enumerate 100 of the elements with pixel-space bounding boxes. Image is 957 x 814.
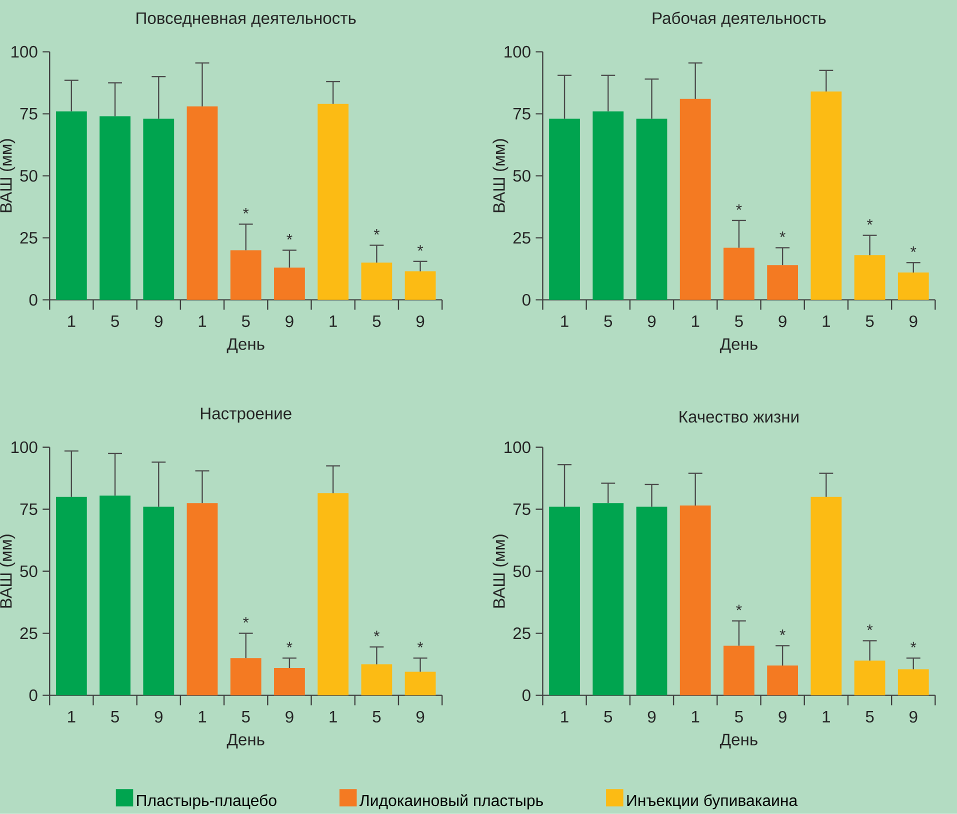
legend-label: Лидокаиновый пластырь bbox=[360, 794, 543, 810]
x-tick-label: 1 bbox=[68, 711, 76, 722]
y-axis-title: ВАШ (мм) bbox=[0, 139, 16, 212]
x-tick-label: 1 bbox=[561, 316, 568, 327]
bar bbox=[549, 506, 580, 696]
x-tick-label: 9 bbox=[416, 316, 424, 328]
x-axis-title: День bbox=[720, 734, 758, 749]
x-tick-label: 1 bbox=[68, 316, 76, 327]
bar bbox=[636, 118, 668, 300]
chart-title: Качество жизни bbox=[680, 411, 798, 423]
y-axis-title: ВАШ (мм) bbox=[0, 534, 16, 608]
y-axis-title: ВАШ (мм) bbox=[492, 534, 508, 608]
data-label: * bbox=[243, 208, 249, 214]
x-tick-label: 1 bbox=[330, 316, 337, 327]
bar bbox=[898, 272, 929, 300]
x-tick-label: 5 bbox=[242, 711, 250, 723]
bar bbox=[56, 496, 87, 696]
x-tick-label: 1 bbox=[561, 711, 568, 722]
y-tick-label: 100 bbox=[504, 46, 530, 58]
x-tick-label: 5 bbox=[242, 316, 250, 328]
x-tick-label: 5 bbox=[111, 316, 119, 328]
data-label: * bbox=[374, 630, 380, 636]
x-tick-label: 5 bbox=[111, 711, 119, 723]
bar bbox=[636, 506, 668, 696]
x-tick-label: 9 bbox=[778, 316, 786, 328]
data-label: * bbox=[780, 630, 786, 636]
x-tick-label: 9 bbox=[286, 316, 294, 328]
y-tick-label: 100 bbox=[12, 46, 38, 58]
bar bbox=[404, 672, 436, 696]
x-tick-label: 1 bbox=[198, 711, 206, 722]
x-tick-label: 9 bbox=[910, 711, 918, 723]
bar bbox=[592, 111, 624, 300]
data-label: * bbox=[910, 642, 916, 648]
bar bbox=[724, 646, 754, 696]
bar bbox=[318, 493, 349, 696]
bar bbox=[854, 255, 886, 300]
y-tick-label: 0 bbox=[29, 690, 38, 702]
bar bbox=[230, 250, 262, 300]
data-label: * bbox=[286, 234, 292, 240]
chart-title: Повседневная деятельность bbox=[136, 12, 356, 28]
x-tick-label: 9 bbox=[648, 316, 656, 328]
x-tick-label: 5 bbox=[866, 316, 874, 328]
x-axis-title: День bbox=[720, 338, 758, 354]
x-tick-label: 5 bbox=[372, 711, 381, 723]
x-tick-label: 1 bbox=[692, 316, 700, 327]
y-tick-label: 25 bbox=[20, 628, 38, 640]
x-tick-label: 1 bbox=[822, 711, 830, 722]
bar bbox=[186, 106, 218, 300]
data-label: * bbox=[866, 219, 873, 225]
data-label: * bbox=[910, 246, 916, 252]
x-tick-label: 5 bbox=[604, 316, 612, 328]
bar bbox=[680, 99, 711, 300]
bar bbox=[592, 503, 624, 696]
x-tick-label: 1 bbox=[330, 711, 337, 722]
x-axis-title: День bbox=[226, 734, 264, 749]
y-tick-label: 100 bbox=[504, 441, 530, 454]
bar bbox=[143, 118, 174, 300]
x-tick-label: 9 bbox=[778, 711, 786, 723]
bar bbox=[56, 111, 87, 300]
x-tick-label: 5 bbox=[604, 711, 612, 723]
x-axis-title: День bbox=[226, 338, 264, 354]
x-tick-label: 9 bbox=[648, 711, 656, 723]
y-tick-label: 75 bbox=[20, 504, 38, 516]
x-tick-label: 9 bbox=[416, 711, 424, 723]
x-tick-label: 5 bbox=[866, 711, 874, 723]
data-label: * bbox=[374, 229, 380, 235]
x-tick-label: 9 bbox=[910, 316, 918, 328]
bar bbox=[230, 658, 262, 696]
data-label: * bbox=[866, 624, 873, 630]
bar bbox=[854, 660, 886, 696]
legend-label: Инъекции бупивакаина bbox=[627, 794, 798, 810]
bar bbox=[274, 268, 305, 300]
y-tick-label: 50 bbox=[20, 565, 38, 578]
bar bbox=[810, 92, 842, 300]
bar bbox=[143, 506, 174, 696]
x-tick-label: 1 bbox=[822, 316, 830, 327]
y-tick-label: 0 bbox=[522, 690, 530, 702]
bar bbox=[898, 669, 929, 696]
y-tick-label: 100 bbox=[12, 441, 38, 454]
x-tick-label: 1 bbox=[692, 711, 700, 722]
x-tick-label: 5 bbox=[372, 316, 381, 328]
bar bbox=[810, 496, 842, 696]
y-axis-title: ВАШ (мм) bbox=[492, 139, 508, 212]
data-label: * bbox=[243, 617, 249, 623]
y-tick-label: 50 bbox=[20, 170, 38, 182]
y-tick-label: 25 bbox=[513, 232, 530, 244]
data-label: * bbox=[736, 204, 742, 210]
y-tick-label: 50 bbox=[513, 565, 530, 578]
data-label: * bbox=[780, 232, 786, 238]
x-tick-label: 5 bbox=[735, 316, 743, 328]
data-label: * bbox=[417, 642, 424, 648]
y-tick-label: 50 bbox=[513, 170, 530, 182]
x-tick-label: 9 bbox=[154, 711, 162, 723]
x-tick-label: 9 bbox=[154, 316, 162, 328]
bar bbox=[274, 668, 305, 696]
data-label: * bbox=[286, 642, 292, 648]
bar bbox=[318, 104, 349, 300]
y-tick-label: 25 bbox=[513, 628, 530, 640]
y-tick-label: 75 bbox=[20, 108, 38, 120]
bar bbox=[767, 666, 798, 696]
